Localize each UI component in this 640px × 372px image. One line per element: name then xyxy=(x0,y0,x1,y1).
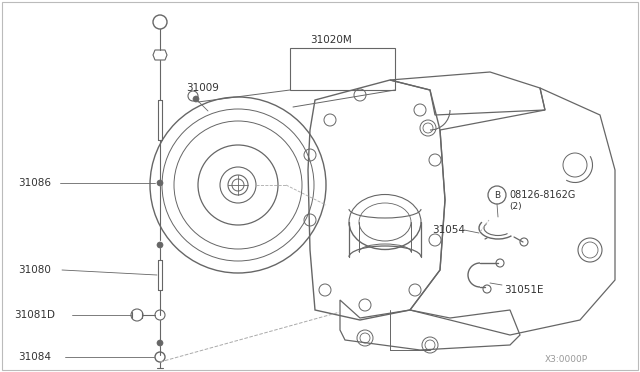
Text: 31020M: 31020M xyxy=(310,35,352,45)
Text: 31054: 31054 xyxy=(432,225,465,235)
Circle shape xyxy=(157,180,163,186)
Bar xyxy=(290,48,395,90)
Text: 31009: 31009 xyxy=(186,83,219,93)
Text: 31086: 31086 xyxy=(18,178,51,188)
Text: 31081D: 31081D xyxy=(14,310,55,320)
Text: 08126-8162G: 08126-8162G xyxy=(509,190,575,200)
Circle shape xyxy=(157,340,163,346)
Text: X3:0000P: X3:0000P xyxy=(545,356,588,365)
Text: (2): (2) xyxy=(509,202,522,211)
Text: B: B xyxy=(494,190,500,199)
Circle shape xyxy=(193,96,199,102)
Text: 31080: 31080 xyxy=(18,265,51,275)
Circle shape xyxy=(157,242,163,248)
Text: 31084: 31084 xyxy=(18,352,51,362)
Text: 31051E: 31051E xyxy=(504,285,543,295)
